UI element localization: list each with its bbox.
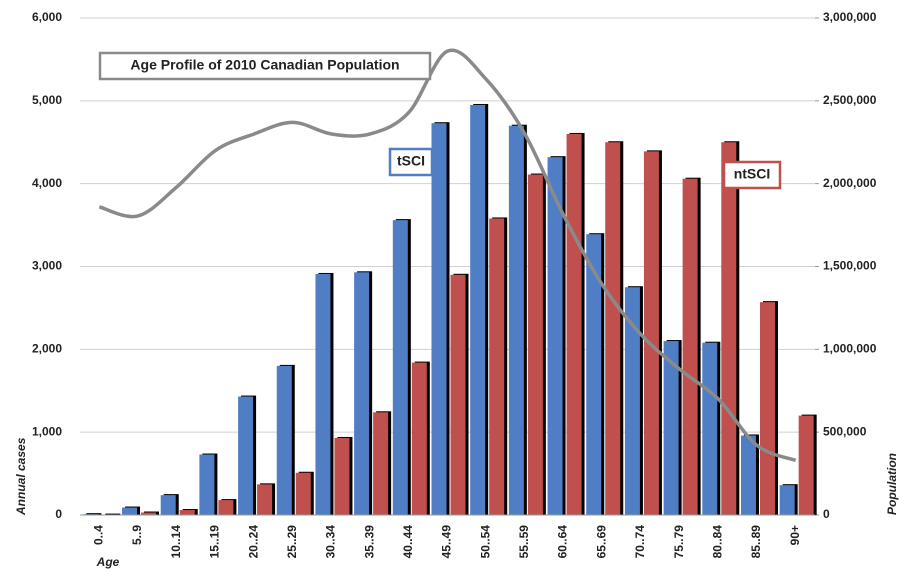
bar [702,342,718,515]
bar [605,142,621,515]
bar [721,142,737,515]
x-tick-label: 40..44 [401,525,415,559]
x-tick-label: 45..49 [440,525,454,559]
bar [334,437,350,515]
bar [257,484,273,515]
tsci-label-box [388,147,434,177]
y-tick-label: 3,000 [32,259,62,273]
bar [624,287,640,515]
x-axis-title: Age [96,555,120,569]
x-tick-label: 0..4 [92,525,106,545]
bar [122,507,138,515]
y2-tick-label: 1,000,000 [823,342,877,356]
y-axis-title: Annual cases [14,437,28,516]
bar [470,104,486,515]
bar [238,396,254,515]
y-tick-label: 2,000 [32,342,62,356]
y-tick-label: 0 [55,507,62,521]
population-label: Age Profile of 2010 Canadian Population [130,57,399,73]
x-tick-label: 80..84 [710,525,724,559]
bar [373,412,389,515]
x-tick-label: 30..34 [324,525,338,559]
bar [411,362,427,515]
bar-shadow [105,513,121,515]
bar [586,234,602,515]
bar [566,133,582,515]
bar [160,495,176,515]
bar [354,272,370,515]
bar [779,485,795,515]
x-tick-label: 55..59 [517,525,531,559]
x-tick-label: 20..24 [246,525,260,559]
y2-tick-label: 500,000 [823,424,867,438]
bar [295,472,311,515]
x-tick-label: 90+ [788,525,802,545]
y2-axis-title: Population [885,453,899,515]
x-tick-label: 15..19 [208,525,222,559]
bar [759,302,775,515]
tsci-label: tSCI [397,153,425,169]
bar [218,500,234,515]
x-tick-label: 25..29 [285,525,299,559]
population-label-box [98,51,432,81]
bar [527,174,543,515]
bar [643,151,659,515]
bar [682,178,698,516]
x-tick-label: 10..14 [169,525,183,559]
bar [489,218,505,515]
x-tick-label: 50..54 [478,525,492,559]
ntsci-label: ntSCI [734,166,771,182]
bar [547,157,563,515]
y-tick-label: 1,000 [32,424,62,438]
x-tick-label: 5..9 [130,525,144,545]
bar [450,274,466,515]
bar [663,341,679,515]
x-tick-label: 60..64 [556,525,570,559]
bar [179,510,195,515]
bar [276,365,292,515]
x-tick-label: 70..74 [633,525,647,559]
bar [199,454,215,515]
y-tick-label: 6,000 [32,10,62,24]
bar [508,125,524,515]
x-tick-label: 85..89 [749,525,763,559]
bar [315,273,331,515]
y2-tick-label: 0 [823,507,830,521]
y2-tick-label: 2,500,000 [823,93,877,107]
y2-tick-label: 1,500,000 [823,259,877,273]
x-tick-label: 65..69 [594,525,608,559]
bar [798,415,814,515]
y-tick-label: 4,000 [32,176,62,190]
bar-shadow [86,513,102,515]
bar [141,512,157,515]
x-tick-label: 35..39 [362,525,376,559]
bar [431,123,447,515]
population-line [98,48,797,462]
y2-tick-label: 3,000,000 [823,10,877,24]
y-tick-label: 5,000 [32,93,62,107]
bar [392,220,408,515]
x-tick-label: 75..79 [672,525,686,559]
bar [740,435,756,515]
ntsci-label-box [722,160,782,190]
y2-tick-label: 2,000,000 [823,176,877,190]
